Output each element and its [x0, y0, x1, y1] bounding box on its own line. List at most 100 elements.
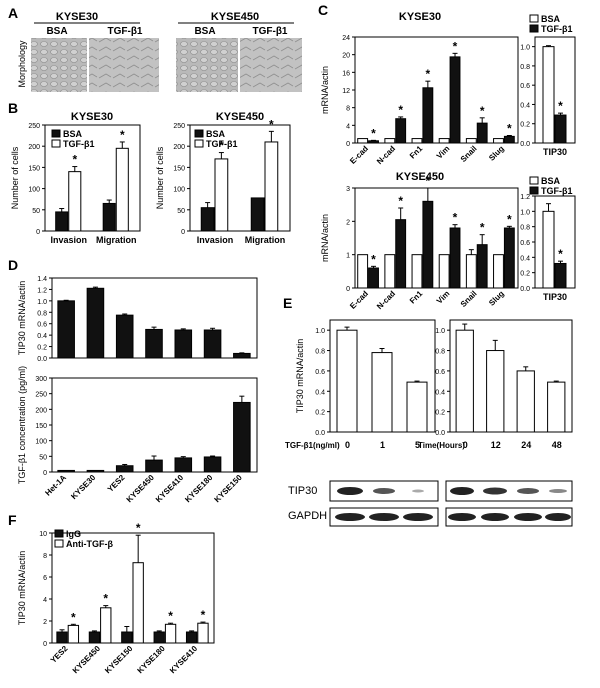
bar — [493, 254, 504, 289]
significance-star: * — [136, 521, 141, 535]
y-tick-label: 0.4 — [435, 389, 445, 396]
bar — [145, 328, 163, 359]
bar — [371, 352, 393, 433]
bar — [493, 138, 504, 144]
plot-frame — [449, 319, 573, 433]
y-tick-label: 0.8 — [520, 225, 530, 232]
bar — [88, 631, 101, 644]
chart-title: KYSE450 — [396, 171, 444, 183]
bar — [185, 631, 198, 644]
micrograph-kyse450-tgf — [240, 38, 302, 92]
y-tick-label: 0.8 — [315, 349, 325, 356]
legend-label: BSA — [541, 14, 561, 24]
significance-star: * — [426, 174, 431, 188]
legend-swatch — [194, 129, 204, 138]
y-tick-label: 0.6 — [435, 369, 445, 376]
category-label: 48 — [552, 440, 562, 450]
plot-frame — [44, 124, 141, 232]
y-axis-label: mRNA/actin — [320, 66, 330, 114]
bar — [233, 401, 251, 473]
bar — [486, 350, 505, 433]
category-label: KYSE150 — [213, 473, 245, 505]
bar — [203, 456, 222, 473]
y-tick-label: 50 — [32, 208, 40, 215]
y-tick-label: 1 — [346, 253, 350, 260]
legend-swatch — [54, 539, 64, 548]
bar — [465, 138, 477, 144]
significance-star: * — [168, 609, 173, 623]
chart-title: KYSE30 — [71, 111, 113, 123]
bar — [411, 138, 423, 144]
panel-label-d: D — [8, 257, 18, 273]
bar — [132, 562, 144, 644]
legend-swatch — [51, 139, 61, 148]
category-label: YES2 — [106, 473, 127, 494]
category-label: KYSE180 — [136, 644, 168, 676]
bar — [115, 147, 129, 232]
significance-star: * — [558, 99, 563, 113]
legend-label: TGF-β1 — [541, 186, 573, 196]
x-axis-label: TGF-β1(ng/ml) — [285, 441, 340, 450]
y-tick-label: 0.6 — [37, 322, 47, 329]
plot-frame — [189, 124, 291, 232]
legend-label: IgG — [66, 529, 81, 539]
category-label: E-cad — [348, 144, 370, 166]
category-label: Het-1A — [43, 473, 68, 498]
bar — [115, 465, 134, 473]
legend-swatch — [54, 529, 64, 538]
treatment-label-bsa-2: BSA — [194, 26, 215, 37]
blot-label-tip30: TIP30 — [288, 485, 317, 497]
plot-frame — [354, 187, 519, 289]
bar — [368, 267, 379, 289]
significance-star: * — [558, 247, 563, 261]
y-tick-label: 2 — [346, 219, 350, 226]
y-tick-label: 1.0 — [37, 299, 47, 306]
legend-label: TGF-β1 — [206, 139, 238, 149]
y-tick-label: 4 — [346, 123, 350, 130]
y-tick-label: 0.0 — [37, 356, 47, 363]
bar — [357, 138, 369, 144]
bar — [121, 631, 133, 644]
chart-e2: 0.0 0.2 0.4 0.6 0.8 1.0 0 12 24 48 Time(Hours) — [418, 319, 573, 450]
category-label: KYSE410 — [154, 473, 186, 505]
category-label: E-cad — [348, 289, 370, 311]
y-tick-label: 0.8 — [435, 349, 445, 356]
significance-star: * — [426, 67, 431, 81]
category-label: KYSE30 — [69, 473, 97, 501]
bar — [264, 141, 279, 232]
significance-star: * — [371, 126, 376, 140]
category-label: TIP30 — [543, 292, 567, 302]
bar — [102, 202, 116, 232]
bar — [233, 352, 251, 359]
bar — [57, 469, 75, 473]
bar — [357, 254, 369, 289]
y-tick-label: 1.0 — [520, 45, 530, 52]
legend-label: Anti-TGF-β — [66, 539, 113, 549]
y-axis-label: TIP30 mRNA/actin — [295, 339, 305, 414]
bar — [503, 135, 515, 144]
y-tick-label: 0.4 — [520, 255, 530, 262]
panel-label-f: F — [8, 512, 17, 528]
chart-b2: 0 50 100 150 200 250 KYSE450 Number of cells * In… — [155, 111, 291, 245]
bar — [411, 254, 423, 289]
category-label: Vim — [435, 289, 452, 306]
chart-d1: 0.0 0.2 0.4 0.6 0.8 1.0 1.2 1.4 TIP30 mRNA/actin — [17, 276, 258, 363]
bar — [384, 254, 396, 289]
y-axis-label: Number of cells — [155, 146, 165, 209]
y-tick-label: 100 — [173, 187, 185, 194]
y-tick-label: 0.8 — [37, 310, 47, 317]
y-tick-label: 250 — [173, 123, 185, 130]
significance-star: * — [453, 39, 458, 53]
bar — [57, 300, 75, 359]
y-axis-label: TGF-β1 concentration (pg/ml) — [17, 366, 27, 484]
bar — [422, 200, 434, 289]
y-tick-label: 150 — [35, 423, 47, 430]
significance-star: * — [480, 104, 485, 118]
y-tick-label: 0.2 — [520, 122, 530, 129]
y-tick-label: 50 — [39, 454, 47, 461]
y-tick-label: 3 — [346, 186, 350, 193]
panel-a: KYSE30 KYSE450 BSA TGF-β1 BSA TGF-β1 Mor… — [17, 11, 302, 92]
